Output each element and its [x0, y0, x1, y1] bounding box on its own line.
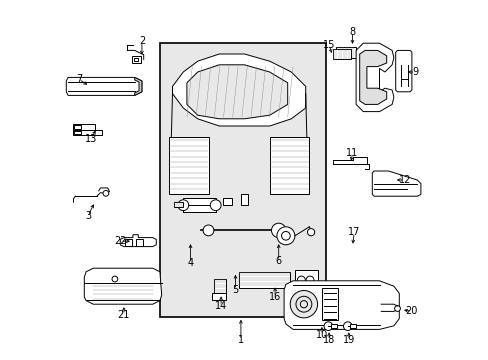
Circle shape: [112, 276, 118, 282]
Text: 19: 19: [342, 335, 354, 345]
Text: 17: 17: [347, 227, 360, 237]
Text: 2: 2: [139, 36, 145, 46]
Text: 11: 11: [346, 148, 358, 158]
Circle shape: [343, 322, 351, 330]
Bar: [241, 194, 247, 205]
Polygon shape: [84, 268, 162, 304]
Text: 6: 6: [275, 256, 281, 266]
Circle shape: [289, 291, 317, 318]
Polygon shape: [355, 43, 393, 112]
Text: 15: 15: [322, 40, 335, 50]
Circle shape: [305, 276, 313, 284]
Polygon shape: [120, 235, 156, 247]
Circle shape: [324, 322, 332, 330]
Polygon shape: [73, 124, 102, 135]
Bar: [349, 324, 355, 328]
Text: 9: 9: [411, 67, 418, 77]
Circle shape: [394, 306, 400, 311]
Circle shape: [297, 276, 305, 284]
Polygon shape: [186, 65, 287, 119]
Text: 22: 22: [114, 236, 126, 246]
Bar: [136, 239, 142, 246]
Polygon shape: [371, 171, 420, 196]
Bar: [160, 43, 325, 317]
Text: 4: 4: [187, 258, 193, 268]
Circle shape: [271, 223, 285, 238]
Polygon shape: [183, 198, 215, 212]
Polygon shape: [134, 77, 142, 95]
Polygon shape: [359, 50, 386, 104]
Text: 10: 10: [315, 330, 327, 340]
Bar: [332, 49, 350, 59]
Text: 7: 7: [76, 74, 82, 84]
Polygon shape: [284, 281, 399, 329]
Bar: [330, 324, 336, 328]
Text: 5: 5: [232, 285, 238, 295]
Bar: [294, 270, 318, 290]
Bar: [223, 198, 231, 205]
Polygon shape: [66, 77, 142, 95]
Bar: [212, 293, 226, 300]
Polygon shape: [172, 54, 305, 126]
Circle shape: [203, 225, 213, 236]
Bar: [336, 47, 355, 58]
Circle shape: [307, 229, 314, 236]
Text: 14: 14: [215, 301, 227, 311]
Bar: [213, 279, 226, 293]
Text: 21: 21: [118, 310, 130, 320]
Bar: [269, 137, 309, 194]
Bar: [134, 58, 138, 61]
Text: 16: 16: [268, 292, 281, 302]
Circle shape: [276, 227, 294, 245]
Text: 20: 20: [405, 306, 417, 316]
Text: 13: 13: [85, 134, 98, 144]
Bar: [74, 131, 81, 134]
Polygon shape: [174, 202, 183, 207]
Bar: [321, 288, 337, 320]
Text: 1: 1: [237, 335, 244, 345]
Circle shape: [210, 200, 221, 211]
Bar: [74, 125, 81, 129]
Circle shape: [178, 200, 188, 211]
Text: 8: 8: [349, 27, 355, 37]
Bar: [168, 137, 208, 194]
Circle shape: [103, 190, 108, 196]
Bar: [125, 239, 132, 246]
Text: 3: 3: [84, 211, 91, 221]
Bar: [132, 56, 141, 63]
Text: 18: 18: [322, 335, 335, 345]
Text: 12: 12: [398, 175, 410, 185]
Bar: [239, 272, 289, 288]
Polygon shape: [395, 50, 411, 92]
